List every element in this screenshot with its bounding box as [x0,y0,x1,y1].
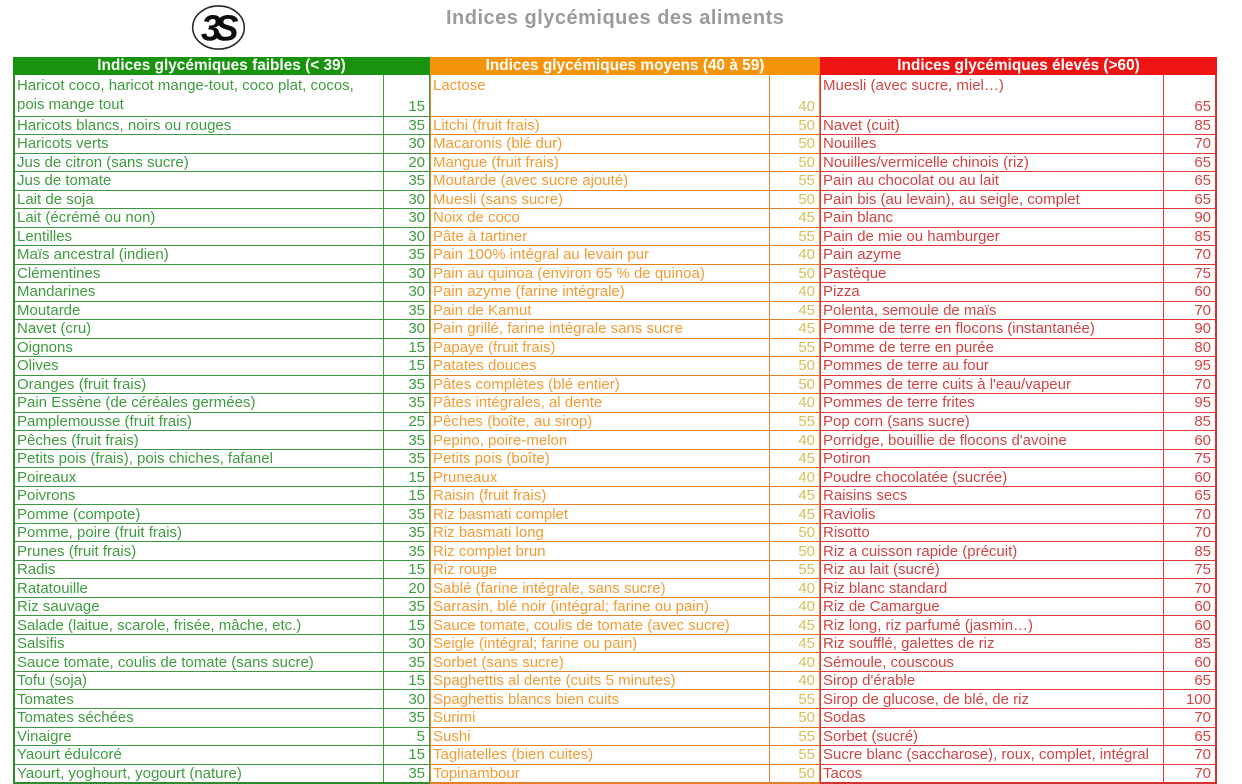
svg-text:3S: 3S [201,8,239,49]
